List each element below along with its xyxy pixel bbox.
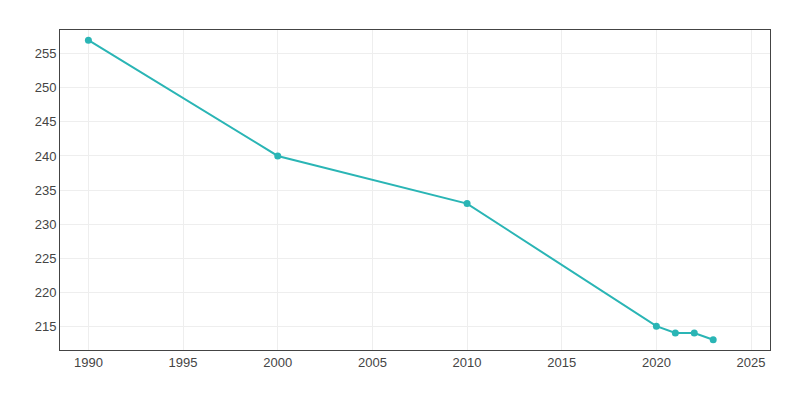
svg-text:2005: 2005 <box>358 355 387 370</box>
svg-text:2015: 2015 <box>547 355 576 370</box>
svg-text:1995: 1995 <box>169 355 198 370</box>
svg-text:2000: 2000 <box>263 355 292 370</box>
svg-text:235: 235 <box>35 183 57 198</box>
svg-text:2025: 2025 <box>737 355 766 370</box>
svg-text:2010: 2010 <box>453 355 482 370</box>
svg-text:220: 220 <box>35 285 57 300</box>
svg-text:2020: 2020 <box>642 355 671 370</box>
svg-text:250: 250 <box>35 80 57 95</box>
svg-text:230: 230 <box>35 217 57 232</box>
svg-text:225: 225 <box>35 251 57 266</box>
svg-text:255: 255 <box>35 46 57 61</box>
svg-text:240: 240 <box>35 149 57 164</box>
svg-text:215: 215 <box>35 319 57 334</box>
svg-text:1990: 1990 <box>74 355 103 370</box>
svg-text:245: 245 <box>35 114 57 129</box>
